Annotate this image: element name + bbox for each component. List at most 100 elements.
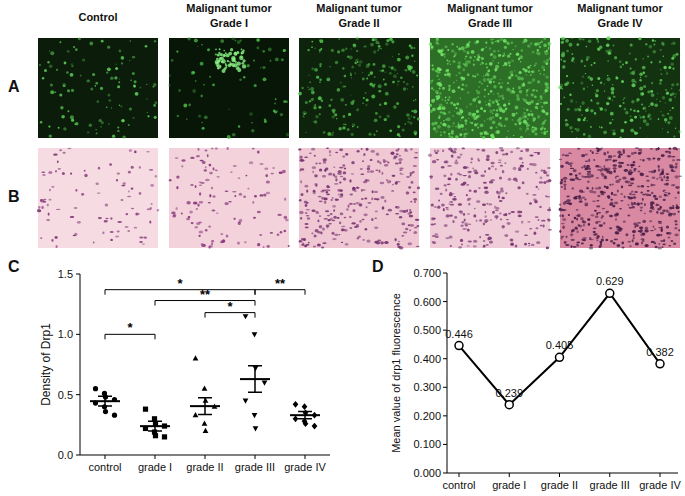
nucleus — [457, 156, 461, 159]
texture-dot — [223, 50, 225, 52]
nucleus — [461, 221, 464, 223]
nucleus — [344, 229, 348, 232]
texture-dot — [662, 114, 665, 117]
nucleus — [257, 211, 261, 213]
nucleus — [515, 245, 518, 248]
nucleus — [404, 150, 408, 152]
column-header: Malignant tumor — [577, 2, 663, 14]
nucleus — [361, 198, 364, 200]
nucleus — [408, 186, 411, 188]
texture-dot — [580, 82, 583, 85]
nucleus — [505, 153, 508, 156]
texture-dot — [665, 70, 666, 71]
texture-dot — [679, 89, 681, 91]
texture-dot — [370, 83, 373, 86]
nucleus — [142, 243, 145, 244]
texture-dot — [670, 94, 673, 97]
nucleus — [332, 205, 336, 208]
nucleus — [211, 242, 213, 245]
texture-dot — [335, 61, 338, 64]
texture-dot — [604, 90, 605, 91]
nucleus — [207, 154, 209, 157]
nucleus — [507, 222, 511, 225]
texture-dot — [242, 50, 244, 52]
texture-dot — [365, 92, 367, 94]
nucleus — [538, 219, 540, 221]
texture-dot — [115, 67, 118, 70]
texture-dot — [415, 99, 417, 101]
texture-dot — [241, 52, 243, 54]
texture-dot — [350, 101, 354, 105]
texture-dot — [585, 73, 586, 74]
nucleus — [139, 166, 141, 169]
nucleus — [541, 169, 544, 172]
nucleus — [384, 241, 388, 244]
nucleus — [535, 172, 537, 174]
texture-dot — [645, 75, 648, 78]
texture-dot — [231, 56, 235, 60]
texture-dot — [249, 112, 253, 116]
nucleus — [105, 218, 108, 220]
texture-dot — [345, 124, 347, 126]
texture-dot — [650, 90, 653, 93]
texture-dot — [371, 94, 375, 98]
texture-dot — [62, 83, 66, 87]
nucleus — [485, 234, 489, 236]
texture-dot — [95, 82, 98, 85]
nucleus — [319, 162, 322, 164]
nucleus — [431, 223, 435, 225]
texture-dot — [216, 65, 218, 67]
nucleus — [173, 215, 176, 218]
texture-dot — [610, 112, 614, 116]
nucleus — [312, 210, 316, 212]
texture-dot — [381, 70, 384, 73]
texture-dot — [207, 48, 210, 51]
texture-dot — [311, 67, 314, 70]
nucleus — [228, 201, 231, 202]
nucleus — [414, 231, 418, 234]
texture-dot — [303, 111, 307, 115]
nucleus — [322, 227, 325, 230]
texture-dot — [413, 130, 417, 134]
nucleus — [270, 173, 274, 175]
nucleus — [432, 241, 436, 244]
texture-dot — [117, 85, 120, 88]
texture-dot — [218, 59, 221, 62]
texture-dot — [366, 98, 369, 101]
nucleus — [263, 193, 266, 196]
texture-dot — [375, 41, 379, 45]
texture-dot — [283, 49, 286, 52]
texture-dot — [119, 105, 121, 107]
nucleus — [149, 221, 151, 224]
texture-dot — [260, 67, 262, 69]
texture-dot — [183, 104, 187, 108]
nucleus — [349, 227, 352, 229]
texture-dot — [262, 66, 265, 69]
nucleus — [536, 152, 540, 153]
nucleus — [468, 223, 471, 225]
nucleus — [344, 217, 347, 219]
panel-label: C — [8, 258, 20, 275]
nucleus — [392, 184, 394, 185]
texture-dot — [319, 65, 321, 67]
texture-dot — [334, 113, 337, 116]
texture-dot — [234, 57, 236, 59]
nucleus — [467, 198, 471, 200]
texture-dot — [281, 58, 284, 61]
texture-dot — [218, 60, 220, 62]
texture-dot — [657, 93, 658, 94]
texture-dot — [75, 122, 78, 125]
nucleus — [413, 191, 416, 193]
nucleus — [508, 213, 511, 215]
texture-dot — [78, 37, 81, 40]
texture-dot — [666, 92, 669, 95]
nucleus — [211, 148, 214, 150]
texture-dot — [385, 72, 386, 73]
nucleus — [488, 203, 492, 205]
texture-dot — [328, 104, 331, 107]
texture-dot — [599, 107, 600, 108]
texture-dot — [413, 47, 415, 49]
texture-dot — [119, 50, 122, 53]
nucleus — [391, 152, 395, 155]
nucleus — [117, 173, 121, 175]
